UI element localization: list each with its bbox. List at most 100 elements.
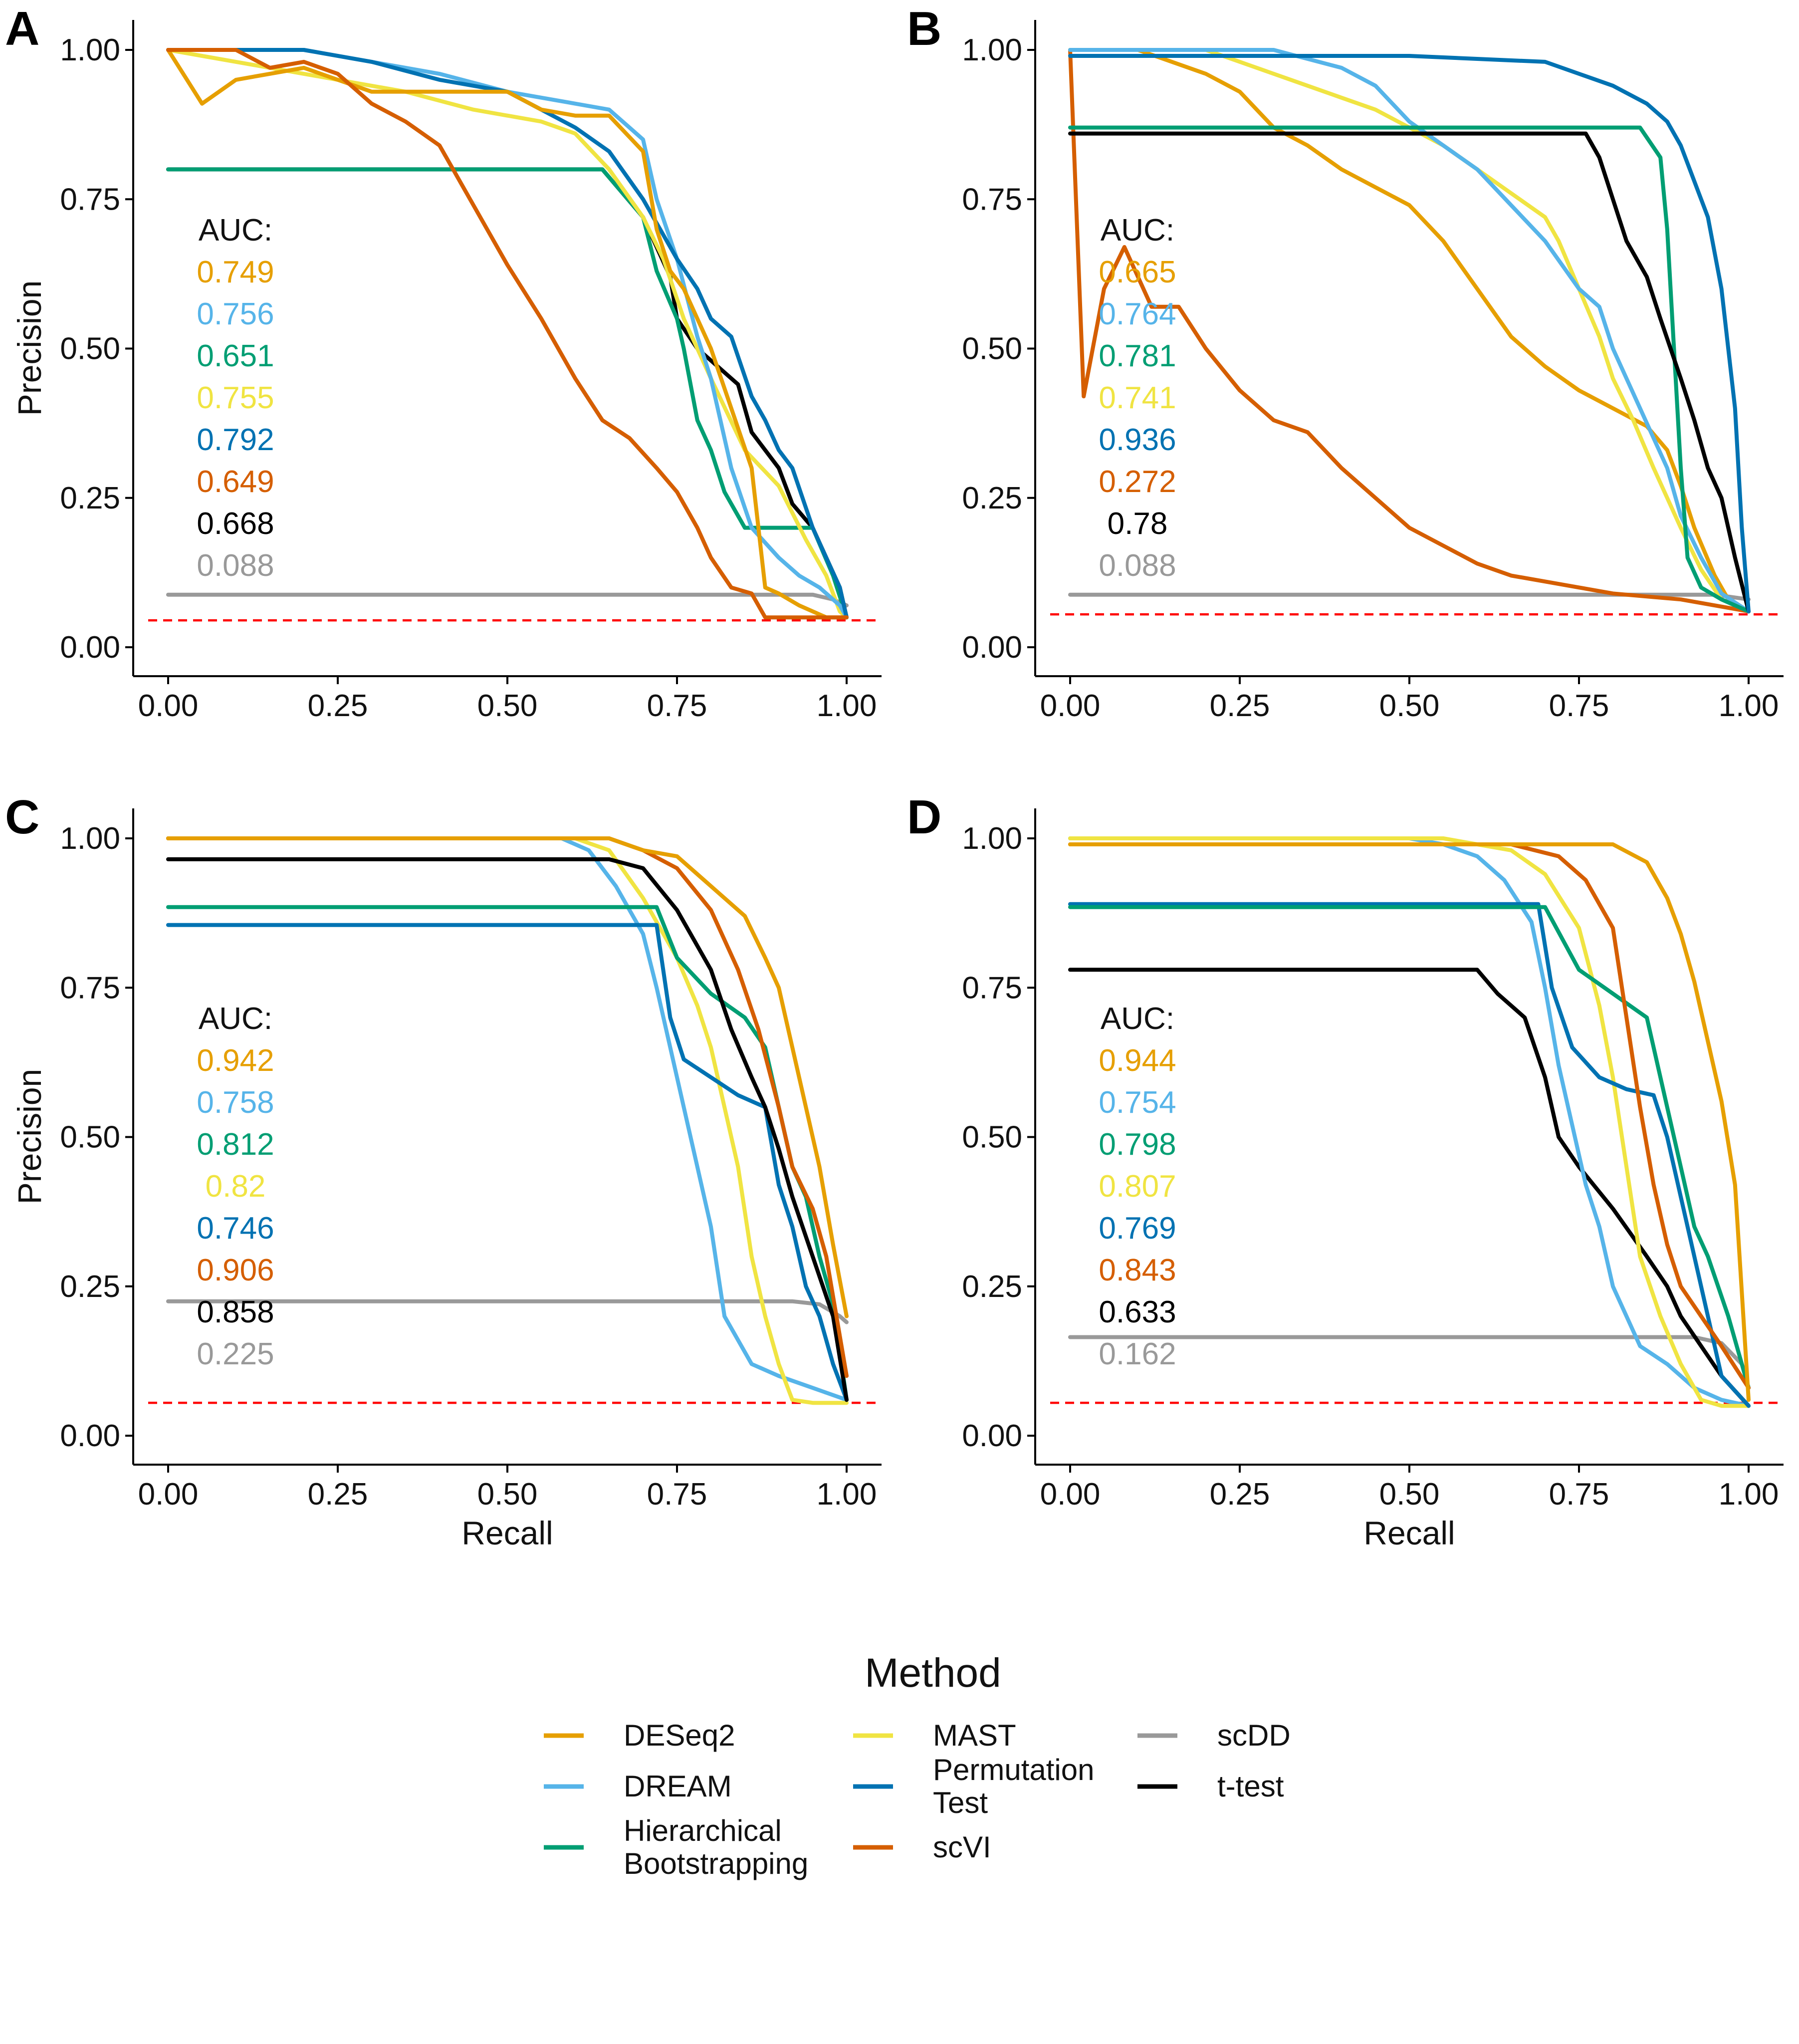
legend-item-deseq2: DESeq2 — [544, 1719, 735, 1752]
x-axis-title: Recall — [1363, 1515, 1455, 1551]
series-line-ttest — [166, 857, 849, 1402]
auc-header: AUC: — [199, 1002, 272, 1036]
panel-letter: A — [5, 2, 39, 55]
auc-value-scvi: 0.272 — [1099, 465, 1176, 499]
series-line-deseq2 — [1068, 842, 1751, 1402]
series-line-mast — [1068, 48, 1751, 614]
auc-value-dream: 0.758 — [197, 1085, 274, 1120]
legend-label: t-test — [1217, 1770, 1284, 1803]
y-tick-label: 1.00 — [962, 33, 1022, 67]
auc-value-scvi: 0.906 — [197, 1253, 274, 1287]
series-line-pt — [1068, 902, 1751, 1408]
auc-value-scdd: 0.088 — [1099, 548, 1176, 583]
x-tick-label: 0.50 — [477, 1477, 538, 1512]
y-tick-label: 0.25 — [60, 481, 120, 515]
x-tick-label: 0.75 — [1549, 1477, 1609, 1512]
series-line-scvi — [1068, 48, 1751, 614]
y-tick-label: 0.25 — [962, 1270, 1022, 1304]
y-tick-label: 0.00 — [962, 630, 1022, 665]
x-tick-label: 0.25 — [1210, 689, 1270, 723]
panel-c: C 0.00 0.25 0.50 0.75 1.00 0.00 0.25 0.50 0.75 1.0… — [5, 790, 882, 1551]
series-line-mast — [166, 836, 849, 1405]
legend-item-dream: DREAM — [544, 1770, 732, 1803]
auc-value-deseq2: 0.749 — [197, 255, 274, 289]
auc-header: AUC: — [1101, 1002, 1174, 1036]
y-tick-label: 0.50 — [60, 332, 120, 366]
y-tick-label: 0.75 — [962, 182, 1022, 217]
auc-value-dream: 0.764 — [1099, 297, 1176, 331]
y-tick-label: 1.00 — [60, 821, 120, 856]
auc-value-pt: 0.769 — [1099, 1211, 1176, 1246]
auc-value-dream: 0.754 — [1099, 1085, 1176, 1120]
auc-value-deseq2: 0.944 — [1099, 1043, 1176, 1078]
x-tick-label: 0.50 — [1379, 689, 1440, 723]
legend-label: DREAM — [624, 1770, 732, 1803]
auc-value-deseq2: 0.942 — [197, 1043, 274, 1078]
x-tick-label: 0.25 — [308, 1477, 368, 1512]
series-line-dream — [1068, 48, 1751, 614]
x-tick-label: 1.00 — [817, 1477, 877, 1512]
x-tick-label: 0.00 — [1040, 1477, 1101, 1512]
y-tick-label: 0.75 — [962, 971, 1022, 1005]
auc-value-mast: 0.755 — [197, 381, 274, 415]
auc-value-mast: 0.807 — [1099, 1169, 1176, 1204]
auc-value-pt: 0.792 — [197, 423, 274, 457]
legend-label: DESeq2 — [624, 1719, 735, 1752]
x-tick-label: 0.25 — [1210, 1477, 1270, 1512]
series-line-pt — [1068, 54, 1751, 614]
y-tick-label: 0.00 — [60, 1419, 120, 1453]
auc-value-hb: 0.798 — [1099, 1127, 1176, 1162]
x-tick-label: 1.00 — [1719, 689, 1779, 723]
auc-header: AUC: — [199, 213, 272, 248]
legend-items: DESeq2 DREAM Hierarchical Bootstrapping MAST… — [544, 1719, 1291, 1880]
auc-value-mast: 0.741 — [1099, 381, 1176, 415]
auc-value-hb: 0.781 — [1099, 339, 1176, 373]
x-tick-label: 1.00 — [817, 689, 877, 723]
auc-value-ttest: 0.633 — [1099, 1295, 1176, 1329]
legend: Method DESeq2 DREAM Hierarchical Bootstrapp… — [544, 1650, 1291, 1880]
auc-value-dream: 0.756 — [197, 297, 274, 331]
x-tick-label: 0.75 — [647, 1477, 707, 1512]
x-tick-label: 0.00 — [138, 1477, 199, 1512]
series-line-hb — [1068, 125, 1751, 614]
auc-value-scdd: 0.088 — [197, 548, 274, 583]
auc-value-hb: 0.812 — [197, 1127, 274, 1162]
series-line-pt — [166, 48, 849, 620]
series-line-dream — [166, 836, 849, 1402]
auc-value-pt: 0.746 — [197, 1211, 274, 1246]
y-tick-label: 0.75 — [60, 971, 120, 1005]
x-tick-label: 0.25 — [308, 689, 368, 723]
auc-header: AUC: — [1101, 213, 1174, 248]
x-tick-label: 0.75 — [647, 689, 707, 723]
series-line-ttest — [1068, 968, 1751, 1408]
legend-label: Hierarchical Bootstrapping — [624, 1814, 808, 1880]
x-tick-label: 1.00 — [1719, 1477, 1779, 1512]
panel-d: D 0.00 0.25 0.50 0.75 1.00 0.00 0.25 0.50 0.75 1.0… — [907, 790, 1784, 1551]
auc-value-scvi: 0.649 — [197, 465, 274, 499]
x-tick-label: 0.00 — [138, 689, 199, 723]
x-tick-label: 0.50 — [1379, 1477, 1440, 1512]
y-axis-title: Precision — [11, 1069, 48, 1204]
x-tick-label: 0.75 — [1549, 689, 1609, 723]
series-line-scdd — [166, 1299, 849, 1324]
auc-value-scdd: 0.162 — [1099, 1337, 1176, 1371]
series-line-ttest — [1068, 131, 1751, 614]
y-tick-label: 1.00 — [60, 33, 120, 67]
y-tick-label: 0.75 — [60, 182, 120, 217]
legend-item-mast: MAST — [853, 1719, 1016, 1752]
auc-value-pt: 0.936 — [1099, 423, 1176, 457]
panel-letter: C — [5, 790, 39, 844]
y-tick-label: 0.25 — [962, 481, 1022, 515]
legend-item-pt: Permutation Test — [853, 1753, 1095, 1819]
series-line-deseq2 — [166, 836, 849, 1318]
legend-item-scdd: scDD — [1137, 1719, 1291, 1752]
y-tick-label: 0.50 — [962, 332, 1022, 366]
y-tick-label: 0.25 — [60, 1270, 120, 1304]
legend-label: scVI — [933, 1830, 991, 1864]
series-line-hb — [1068, 905, 1751, 1390]
legend-item-scvi: scVI — [853, 1830, 991, 1864]
series-line-deseq2 — [1068, 48, 1751, 614]
legend-item-ttest: t-test — [1137, 1770, 1284, 1803]
legend-title: Method — [865, 1650, 1001, 1696]
y-tick-label: 0.50 — [962, 1120, 1022, 1155]
